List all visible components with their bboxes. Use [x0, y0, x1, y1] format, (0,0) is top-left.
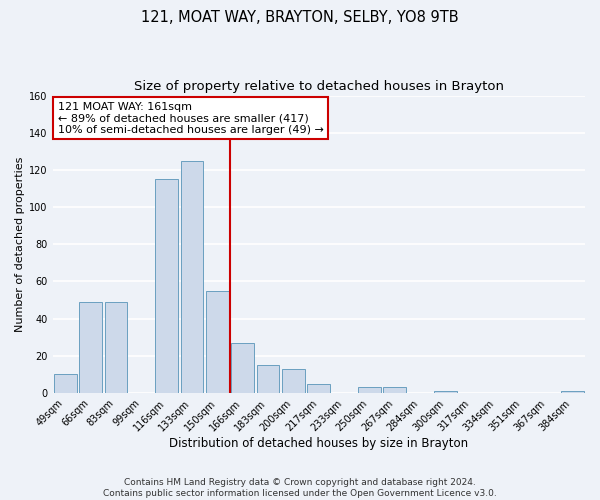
Bar — [206, 291, 229, 393]
Title: Size of property relative to detached houses in Brayton: Size of property relative to detached ho… — [134, 80, 504, 93]
Bar — [231, 343, 254, 393]
Text: 121, MOAT WAY, BRAYTON, SELBY, YO8 9TB: 121, MOAT WAY, BRAYTON, SELBY, YO8 9TB — [141, 10, 459, 25]
Bar — [434, 391, 457, 393]
Bar — [104, 302, 127, 393]
Y-axis label: Number of detached properties: Number of detached properties — [15, 156, 25, 332]
Bar — [155, 179, 178, 393]
Bar — [181, 160, 203, 393]
Text: 121 MOAT WAY: 161sqm
← 89% of detached houses are smaller (417)
10% of semi-deta: 121 MOAT WAY: 161sqm ← 89% of detached h… — [58, 102, 324, 134]
Bar — [561, 391, 584, 393]
X-axis label: Distribution of detached houses by size in Brayton: Distribution of detached houses by size … — [169, 437, 469, 450]
Bar — [383, 388, 406, 393]
Bar — [358, 388, 381, 393]
Text: Contains HM Land Registry data © Crown copyright and database right 2024.
Contai: Contains HM Land Registry data © Crown c… — [103, 478, 497, 498]
Bar — [282, 369, 305, 393]
Bar — [307, 384, 330, 393]
Bar — [257, 365, 280, 393]
Bar — [54, 374, 77, 393]
Bar — [79, 302, 102, 393]
